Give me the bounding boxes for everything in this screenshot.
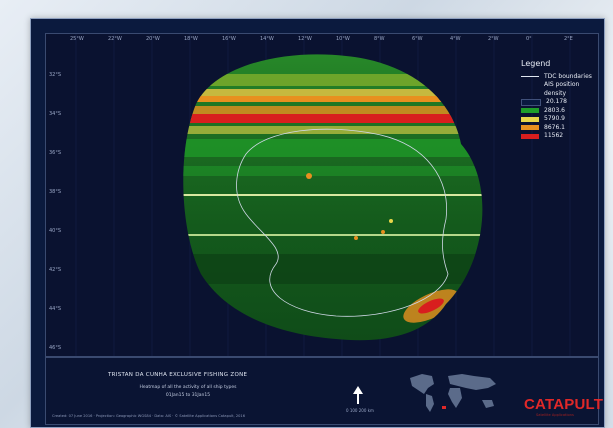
legend-class-label: 11562: [544, 132, 564, 139]
heatmap-svg: [75, 34, 571, 356]
lon-tick-label: 0°: [526, 36, 532, 42]
north-arrow-icon: [353, 386, 363, 404]
lon-tick-label: 2°E: [564, 36, 573, 42]
legend-swatch: [521, 98, 541, 106]
boundary-line-swatch: [521, 76, 539, 78]
legend-boundaries-label: TDC boundaries: [544, 72, 592, 80]
lat-tick-label: 42°S: [49, 267, 62, 273]
legend-swatch: [521, 116, 539, 122]
legend-density-label: AIS position density: [544, 81, 580, 97]
legend-class-label: 5790.9: [544, 115, 565, 122]
eez-boundary: [236, 128, 449, 317]
legend-class-row: 5790.9: [521, 115, 598, 124]
map-footer: TRISTAN DA CUNHA EXCLUSIVE FISHING ZONE …: [45, 357, 603, 425]
lon-tick-label: 6°W: [412, 36, 423, 42]
world-locator-map-icon: [410, 374, 496, 412]
lat-tick-label: 32°S: [49, 72, 62, 78]
map-poster: 25°W 22°W 20°W 18°W 16°W 14°W 12°W 10°W 8°W 6°W 4°…: [30, 18, 605, 428]
legend-class-label: 2803.6: [544, 106, 565, 114]
map-credit: Created: 07 June 2016 · Projection: Geog…: [52, 414, 245, 418]
lon-tick-label: 2°W: [488, 36, 499, 42]
lon-tick-label: 4°W: [450, 36, 461, 42]
lon-tick-label: 18°W: [184, 36, 198, 42]
map-title: TRISTAN DA CUNHA EXCLUSIVE FISHING ZONE: [108, 372, 248, 378]
lat-tick-label: 38°S: [49, 189, 62, 195]
legend-class-row: 8676.1: [521, 124, 598, 133]
map-subtitle: Heatmap of all the activity of all ship …: [139, 385, 237, 390]
map-date-range: 01Jan15 to 31Jan15: [165, 393, 211, 398]
legend-class-label: 20.178: [546, 98, 567, 105]
lon-tick-label: 20°W: [146, 36, 160, 42]
lat-tick-label: 36°S: [49, 150, 62, 156]
map-panel[interactable]: 25°W 22°W 20°W 18°W 16°W 14°W 12°W 10°W 8°W 6°W 4°…: [45, 33, 599, 357]
lon-tick-label: 16°W: [222, 36, 236, 42]
lon-tick-label: 8°W: [374, 36, 385, 42]
lon-tick-label: 25°W: [70, 36, 84, 42]
legend-class-row: 2803.6: [521, 107, 598, 116]
legend: Legend TDC boundaries AIS position densi…: [521, 59, 598, 141]
legend-class-label: 8676.1: [544, 123, 565, 131]
legend-class-row: 11562: [521, 132, 598, 141]
lon-tick-label: 14°W: [260, 36, 274, 42]
lat-tick-label: 40°S: [49, 228, 62, 234]
lat-tick-label: 44°S: [49, 306, 62, 312]
catapult-logo: CATAPULT: [524, 396, 604, 413]
lon-tick-label: 22°W: [108, 36, 122, 42]
lat-tick-label: 46°S: [49, 345, 62, 351]
legend-swatch: [521, 125, 539, 131]
legend-swatch: [521, 133, 539, 139]
lon-tick-label: 12°W: [298, 36, 312, 42]
legend-swatch: [521, 108, 539, 114]
scale-bar-label: 0 100 200 km: [346, 408, 374, 413]
lon-tick-label: 10°W: [336, 36, 350, 42]
legend-class-row: 20.178: [521, 98, 598, 107]
lat-tick-label: 34°S: [49, 111, 62, 117]
density-surface: [183, 54, 483, 341]
legend-boundaries: TDC boundaries: [521, 73, 598, 82]
legend-title: Legend: [521, 59, 551, 68]
catapult-logo-subtitle: Satellite Applications: [536, 413, 574, 417]
